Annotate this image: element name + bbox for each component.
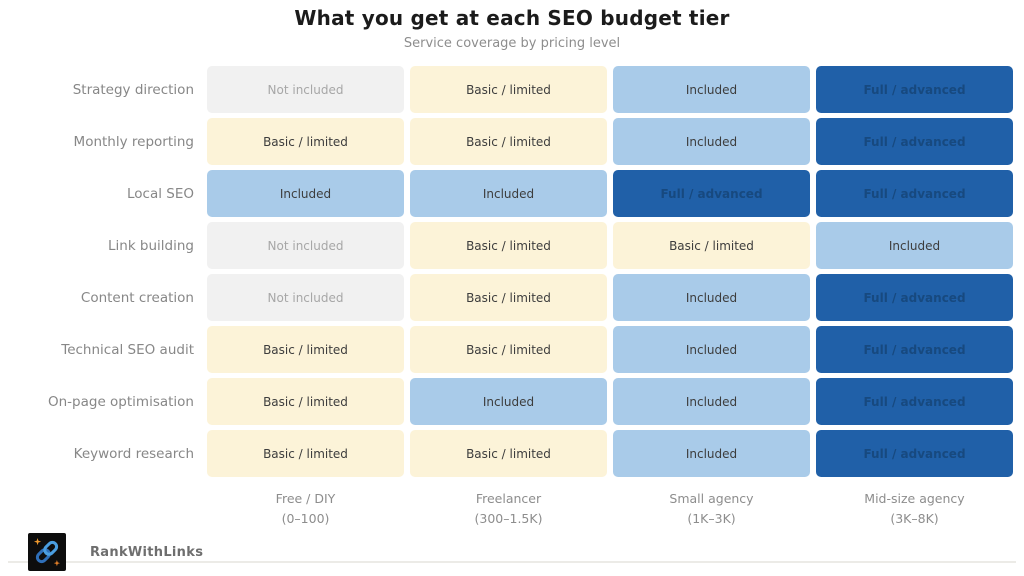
column-label: Mid-size agency (3K–8K) <box>816 482 1013 529</box>
matrix-cell: Included <box>613 378 810 425</box>
matrix-cell: Full / advanced <box>816 170 1013 217</box>
matrix-cell: Full / advanced <box>816 66 1013 113</box>
matrix-cell: Included <box>613 274 810 321</box>
matrix-cell: Included <box>613 66 810 113</box>
matrix-cell: Basic / limited <box>410 222 607 269</box>
matrix-cell: Included <box>207 170 404 217</box>
matrix-cell: Not included <box>207 222 404 269</box>
matrix-cell: Full / advanced <box>816 274 1013 321</box>
coverage-matrix: Strategy direction Not included Basic / li… <box>8 66 1013 529</box>
footer-divider <box>8 561 1016 563</box>
matrix-cell: Included <box>410 378 607 425</box>
matrix-cell: Full / advanced <box>816 378 1013 425</box>
matrix-cell: Basic / limited <box>207 430 404 477</box>
column-label-name: Mid-size agency <box>864 491 965 506</box>
column-label-range: (0–100) <box>281 511 330 526</box>
matrix-cell: Full / advanced <box>613 170 810 217</box>
matrix-cell: Full / advanced <box>816 118 1013 165</box>
matrix-cell: Basic / limited <box>207 326 404 373</box>
brand-logo <box>28 533 66 571</box>
row-label: Link building <box>107 237 194 254</box>
brand-name: RankWithLinks <box>90 545 204 560</box>
chart-title: What you get at each SEO budget tier <box>294 6 730 30</box>
matrix-cell: Basic / limited <box>410 274 607 321</box>
row-label: Keyword research <box>73 445 194 462</box>
matrix-cell: Basic / limited <box>410 326 607 373</box>
matrix-cell: Basic / limited <box>613 222 810 269</box>
row-label: Content creation <box>80 289 194 306</box>
column-label: Free / DIY (0–100) <box>207 482 404 529</box>
row-label: Strategy direction <box>72 81 194 98</box>
chart-subtitle: Service coverage by pricing level <box>403 36 621 51</box>
column-label-name: Freelancer <box>475 491 542 506</box>
chain-link-icon <box>33 538 61 567</box>
row-label: Local SEO <box>126 185 194 202</box>
column-label-range: (300–1.5K) <box>474 511 543 526</box>
column-label: Freelancer (300–1.5K) <box>410 482 607 529</box>
matrix-cell: Full / advanced <box>816 430 1013 477</box>
matrix-cell: Included <box>613 430 810 477</box>
column-label-spacer <box>8 482 201 529</box>
column-label: Small agency (1K–3K) <box>613 482 810 529</box>
matrix-cell: Basic / limited <box>207 118 404 165</box>
matrix-cell: Basic / limited <box>410 118 607 165</box>
row-label: Monthly reporting <box>73 133 194 150</box>
column-label-name: Free / DIY <box>275 491 336 506</box>
matrix-cell: Basic / limited <box>410 430 607 477</box>
matrix-cell: Basic / limited <box>410 66 607 113</box>
matrix-cell: Not included <box>207 274 404 321</box>
column-label-range: (3K–8K) <box>890 511 939 526</box>
matrix-cell: Included <box>410 170 607 217</box>
matrix-cell: Basic / limited <box>207 378 404 425</box>
column-label-name: Small agency <box>669 491 754 506</box>
column-label-range: (1K–3K) <box>687 511 736 526</box>
matrix-cell: Included <box>816 222 1013 269</box>
row-label: On-page optimisation <box>47 393 194 410</box>
matrix-cell: Full / advanced <box>816 326 1013 373</box>
row-label: Technical SEO audit <box>61 341 194 358</box>
matrix-cell: Included <box>613 118 810 165</box>
matrix-cell: Included <box>613 326 810 373</box>
matrix-cell: Not included <box>207 66 404 113</box>
